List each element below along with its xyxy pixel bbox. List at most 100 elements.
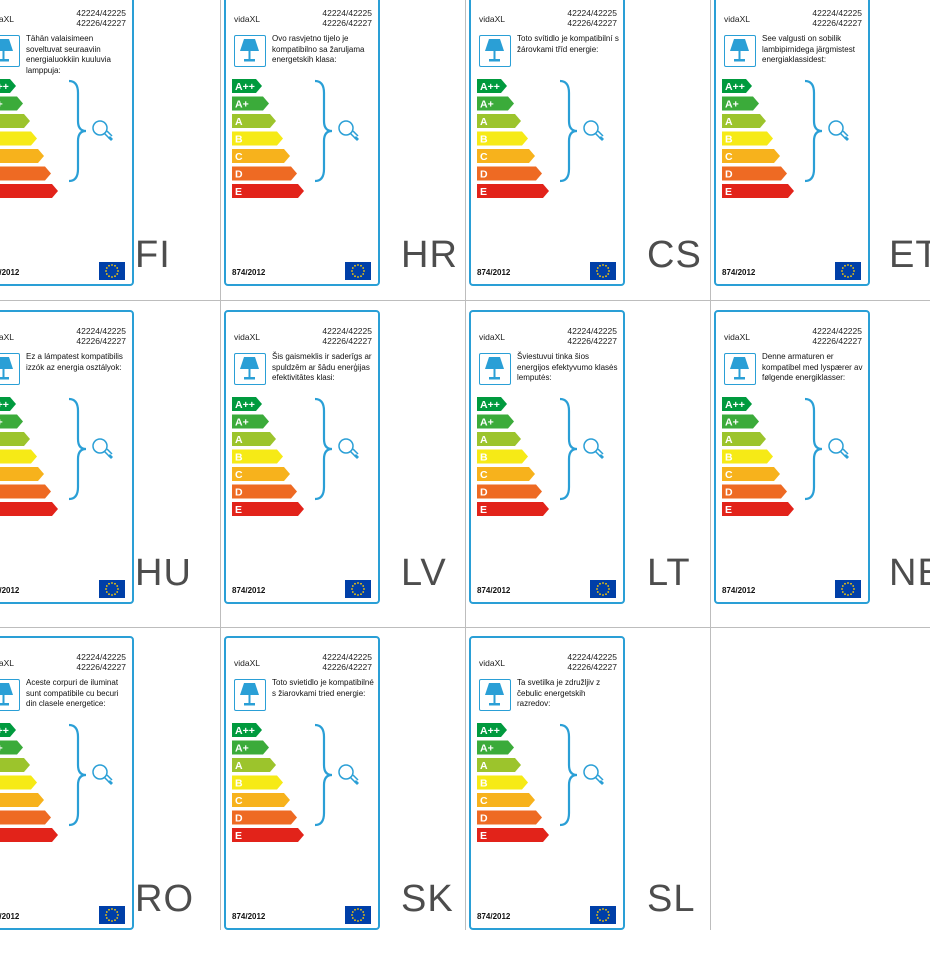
compatibility-text: Ovo rasvjetno tijelo je kompatibilno sa …: [272, 34, 365, 64]
brace-icon: [312, 397, 334, 506]
energy-class-bar: B: [232, 775, 283, 790]
energy-class-bar: C: [0, 793, 44, 807]
energy-class-letter: B: [480, 778, 488, 790]
energy-class-bar: E: [722, 502, 794, 516]
energy-class-bar: C: [0, 467, 44, 481]
label-cell: vidaXL 42224/42225 42226/42227 Toto svítidl…: [469, 0, 714, 318]
brace-icon: [557, 79, 579, 188]
energy-class-bar: B: [722, 449, 773, 464]
regulation-number: 874/2012: [0, 268, 20, 277]
bulb-icon: [336, 119, 362, 150]
brace-icon: [557, 723, 579, 832]
product-codes: 42224/42225 42226/42227: [322, 326, 372, 346]
energy-class-bar: B: [0, 131, 37, 146]
regulation-number: 874/2012: [0, 586, 20, 595]
energy-class-bar: D: [232, 166, 297, 181]
energy-class-letter: E: [725, 186, 732, 198]
energy-label: vidaXL 42224/42225 42226/42227 Denne armatu…: [714, 310, 870, 604]
product-code-line: 42226/42227: [812, 336, 862, 346]
energy-class-bar: A: [0, 758, 30, 772]
compatibility-text: Tähän valaisimeen soveltuvat seuraaviin …: [26, 34, 111, 75]
compatibility-text: Aceste corpuri de iluminat sunt compatib…: [26, 678, 119, 708]
energy-class-bar: A+: [722, 414, 759, 429]
compatibility-text: Šis gaismeklis ir saderīgs ar spuldzēm a…: [272, 352, 372, 382]
energy-class-letter: A: [235, 116, 243, 128]
bulb-icon: [90, 119, 116, 150]
energy-class-letter: B: [480, 452, 488, 464]
energy-class-bar: A++: [232, 723, 262, 737]
energy-class-bar: A++: [477, 723, 507, 737]
energy-label: vidaXL 42224/42225 42226/42227 Toto svietid…: [224, 636, 380, 930]
product-codes: 42224/42225 42226/42227: [812, 8, 862, 28]
energy-class-letter: A+: [725, 99, 739, 111]
energy-class-letter: D: [235, 169, 243, 181]
energy-class-letter: C: [235, 469, 243, 481]
energy-class-bar: B: [477, 449, 528, 464]
energy-class-letter: A++: [480, 725, 500, 737]
label-cell: vidaXL 42224/42225 42226/42227 Ta svetilka …: [469, 636, 714, 962]
energy-class-bar: A+: [0, 740, 23, 755]
bulb-icon: [581, 119, 607, 150]
country-code: FI: [135, 234, 171, 276]
grid-divider: [220, 0, 221, 930]
energy-class-bar: A++: [477, 79, 507, 93]
energy-class-bar: B: [0, 449, 37, 464]
bulb-icon: [581, 437, 607, 468]
energy-class-bar: A++: [722, 79, 752, 93]
energy-class-bar: E: [722, 184, 794, 198]
energy-class-bar: E: [477, 828, 549, 842]
bulb-icon: [581, 763, 607, 794]
regulation-number: 874/2012: [722, 268, 756, 277]
energy-class-letter: A++: [0, 399, 9, 411]
product-code-line: 42224/42225: [76, 326, 126, 336]
eu-flag-icon: [345, 906, 371, 924]
energy-class-bar: D: [232, 810, 297, 825]
energy-class-letter: A: [725, 434, 733, 446]
product-code-line: 42224/42225: [76, 8, 126, 18]
energy-class-letter: E: [235, 186, 242, 198]
eu-flag-icon: [345, 580, 371, 598]
product-code-line: 42226/42227: [567, 336, 617, 346]
energy-class-bar: A++: [232, 79, 262, 93]
energy-class-bar: C: [477, 467, 535, 481]
brand-name: vidaXL: [0, 332, 14, 342]
energy-class-letter: A+: [235, 743, 249, 755]
energy-class-bar: C: [232, 793, 290, 807]
label-cell: vidaXL 42224/42225 42226/42227 Denne armatu…: [714, 310, 930, 636]
product-code-line: 42224/42225: [812, 8, 862, 18]
energy-class-bar: C: [0, 149, 44, 163]
energy-class-bar: A++: [0, 79, 16, 93]
brand-name: vidaXL: [234, 332, 260, 342]
brace-icon: [66, 397, 88, 506]
compatibility-text: Toto svietidlo je kompatibilné s žiarovk…: [272, 678, 374, 698]
energy-class-letter: D: [725, 487, 733, 499]
brace-icon: [557, 397, 579, 506]
lamp-icon: [724, 35, 756, 67]
brace-icon: [802, 79, 824, 188]
energy-class-bar: A: [0, 432, 30, 446]
lamp-icon: [234, 679, 266, 711]
regulation-number: 874/2012: [477, 912, 511, 921]
eu-flag-icon: [99, 906, 125, 924]
energy-class-letter: D: [480, 487, 488, 499]
energy-class-bar: E: [477, 502, 549, 516]
energy-class-bar: A+: [232, 96, 269, 111]
bulb-icon: [90, 763, 116, 794]
product-code-line: 42224/42225: [812, 326, 862, 336]
energy-class-letter: A++: [725, 81, 745, 93]
energy-class-letter: D: [725, 169, 733, 181]
brace-icon: [312, 723, 334, 832]
brace-icon: [312, 79, 334, 188]
eu-flag-icon: [590, 580, 616, 598]
energy-class-letter: A+: [480, 743, 494, 755]
product-code-line: 42226/42227: [567, 18, 617, 28]
energy-class-letter: A++: [235, 399, 255, 411]
energy-class-bar: D: [0, 484, 51, 499]
country-code: CS: [647, 234, 702, 276]
energy-class-letter: B: [725, 452, 733, 464]
